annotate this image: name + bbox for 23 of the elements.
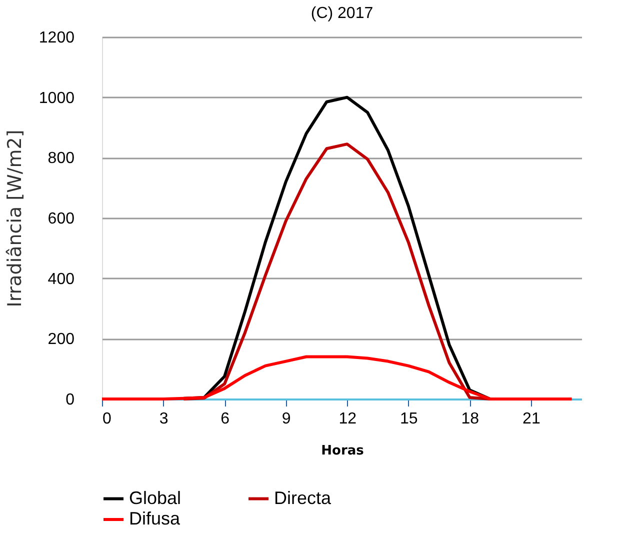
line-series (182, 142, 492, 400)
line-series (100, 355, 574, 400)
x-tick-label: 6 (220, 410, 230, 428)
legend-label: Directa (274, 488, 332, 508)
x-tick-label: 18 (461, 410, 480, 428)
x-tick-label: 0 (102, 410, 112, 428)
x-tick-label: 9 (282, 410, 291, 428)
y-tick-label: 400 (48, 270, 75, 288)
y-tick-label: 1000 (38, 90, 75, 107)
y-tick-label: 0 (66, 392, 75, 408)
legend-label: Difusa (129, 508, 182, 528)
y-tick-label: 200 (48, 331, 75, 348)
y-tick-label: 600 (48, 210, 75, 228)
chart-title: (C) 2017 (310, 5, 374, 22)
y-tick-label: 1200 (38, 30, 75, 46)
x-tick-label: 15 (400, 410, 418, 428)
x-tick-label: 21 (522, 410, 540, 428)
y-axis-title: Irradiância [W/m2] (4, 130, 26, 308)
x-axis-title: Horas (321, 444, 364, 458)
y-tick-label: 800 (48, 150, 75, 168)
x-tick-label: 3 (159, 410, 168, 428)
legend-label: Global (129, 488, 182, 508)
x-tick-label: 12 (338, 410, 357, 428)
